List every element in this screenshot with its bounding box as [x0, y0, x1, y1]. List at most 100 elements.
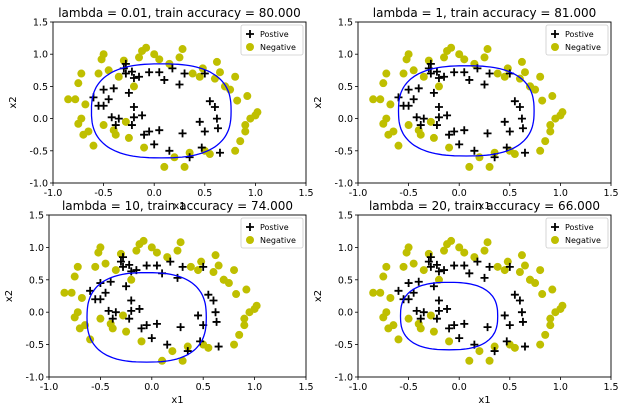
- positive-point: [111, 121, 120, 130]
- positive-point: [185, 153, 194, 162]
- positive-point: [505, 262, 514, 271]
- x-tick-label: 0.5: [196, 382, 211, 393]
- negative-point: [158, 356, 167, 365]
- positive-point: [460, 126, 469, 135]
- positive-point: [127, 296, 136, 305]
- positive-point: [180, 69, 189, 78]
- negative-point: [440, 53, 449, 62]
- plot-area: [60, 236, 261, 365]
- negative-point: [386, 293, 395, 302]
- y-axis-label: x2: [8, 96, 19, 108]
- positive-point: [96, 295, 105, 304]
- negative-point: [376, 288, 385, 297]
- y-tick-label: 1.0: [29, 243, 44, 254]
- positive-point: [419, 308, 428, 317]
- negative-point: [215, 68, 224, 77]
- positive-point: [99, 101, 108, 110]
- negative-point: [445, 337, 454, 346]
- negative-point: [426, 311, 435, 320]
- positive-point: [434, 103, 443, 112]
- positive-point: [414, 277, 423, 286]
- positive-point: [138, 111, 147, 120]
- negative-point: [89, 141, 98, 150]
- y-tick-label: 0.0: [29, 308, 44, 319]
- positive-point: [404, 279, 413, 288]
- positive-point: [414, 84, 423, 93]
- positive-point: [145, 68, 154, 77]
- subplot-4: lambda = 20, train accuracy = 66.000 -1.0…: [313, 199, 619, 406]
- positive-point: [137, 324, 146, 333]
- negative-point: [548, 92, 557, 101]
- negative-point: [77, 69, 86, 78]
- positive-point: [125, 260, 134, 269]
- negative-point: [536, 72, 545, 81]
- positive-point: [178, 129, 187, 138]
- positive-point: [419, 114, 428, 123]
- negative-point: [81, 100, 90, 109]
- x-tick-label: 1.0: [247, 382, 262, 393]
- negative-point: [419, 266, 428, 275]
- x-tick-label: 1.5: [603, 382, 618, 393]
- legend-negative-marker: [551, 43, 559, 51]
- negative-point: [389, 321, 398, 330]
- negative-point: [188, 69, 197, 78]
- negative-point: [111, 130, 120, 139]
- y-axis-label: x2: [4, 290, 15, 302]
- negative-point: [114, 72, 123, 81]
- negative-point: [178, 45, 187, 54]
- legend-box: [545, 24, 609, 56]
- negative-point: [546, 121, 555, 130]
- y-tick-label: 0.0: [338, 114, 353, 125]
- positive-point: [150, 140, 159, 149]
- positive-point: [440, 72, 449, 81]
- positive-point: [125, 314, 134, 323]
- legend-negative-marker: [246, 43, 254, 51]
- negative-point: [147, 243, 156, 252]
- positive-point: [129, 103, 138, 112]
- negative-point: [150, 50, 159, 59]
- x-tick-label: 0.0: [144, 382, 159, 393]
- negative-point: [173, 246, 182, 255]
- y-tick-label: -1.0: [334, 373, 353, 384]
- positive-point: [142, 261, 151, 270]
- y-axis-label: x2: [313, 290, 324, 302]
- negative-point: [111, 266, 120, 275]
- positive-point: [160, 75, 169, 84]
- positive-point: [214, 342, 223, 351]
- positive-point: [104, 306, 113, 315]
- negative-point: [240, 314, 249, 323]
- positive-point: [434, 113, 443, 122]
- x-axis-label: x1: [478, 201, 490, 212]
- positive-point: [465, 269, 474, 278]
- positive-point: [416, 121, 425, 130]
- x-tick-label: 1.5: [298, 382, 313, 393]
- positive-point: [505, 321, 514, 330]
- negative-point: [168, 347, 177, 356]
- negative-point: [500, 72, 509, 81]
- positive-point: [426, 262, 435, 271]
- negative-point: [119, 311, 128, 320]
- subplot-3: lambda = 10, train accuracy = 74.000 -1.0…: [4, 199, 314, 406]
- x-tick-label: -1.0: [44, 188, 63, 199]
- legend-negative-marker: [246, 236, 254, 244]
- negative-point: [241, 121, 250, 130]
- legend-positive-label: Postive: [565, 223, 594, 232]
- negative-point: [73, 262, 82, 271]
- positive-point: [114, 114, 123, 123]
- positive-point: [119, 253, 128, 262]
- negative-point: [465, 162, 474, 171]
- negative-point: [447, 43, 456, 52]
- negative-point: [230, 340, 239, 349]
- negative-point: [480, 246, 489, 255]
- legend-box: [545, 217, 609, 249]
- x-tick-label: -1.0: [349, 188, 368, 199]
- positive-point: [412, 113, 421, 122]
- axes-frame: [357, 21, 612, 184]
- negative-point: [399, 69, 408, 78]
- negative-point: [490, 342, 499, 351]
- positive-point: [443, 111, 452, 120]
- positive-point: [127, 121, 136, 130]
- negative-point: [429, 133, 438, 142]
- negative-point: [176, 238, 185, 247]
- y-tick-label: -1.0: [29, 179, 48, 190]
